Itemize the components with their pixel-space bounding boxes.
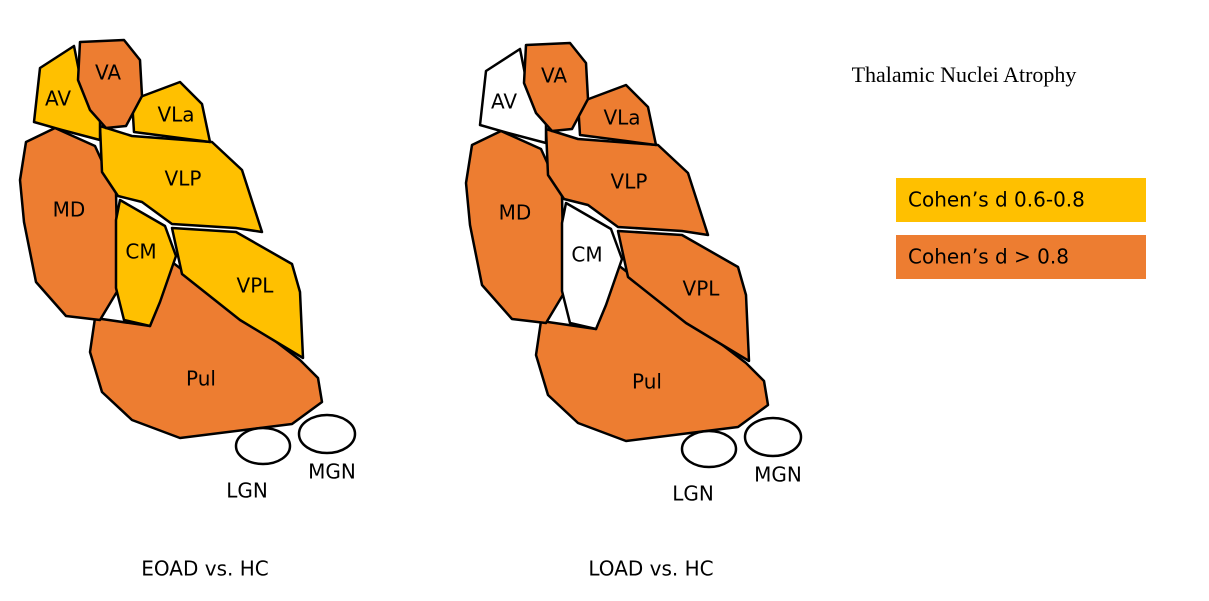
- nucleus-label: Pul: [186, 367, 216, 391]
- nucleus-label: VLa: [157, 103, 194, 127]
- nucleus-label: MD: [499, 201, 532, 225]
- nucleus-shape: [76, 38, 144, 130]
- legend: Cohen’s d 0.6-0.8 Cohen’s d > 0.8: [896, 178, 1146, 279]
- nucleus-label: VA: [541, 64, 567, 88]
- nucleus-label: VLa: [603, 106, 640, 130]
- nucleus-shape: [616, 229, 751, 363]
- nucleus-shape: [98, 124, 264, 234]
- nucleus-shape: [680, 429, 738, 469]
- title: Thalamic Nuclei Atrophy: [852, 62, 1077, 87]
- nucleus-shape: [743, 416, 803, 458]
- panel-caption: EOAD vs. HC: [141, 557, 268, 581]
- nucleus-shape: [234, 426, 292, 466]
- legend-swatch: [896, 178, 1146, 222]
- nucleus-shape: [130, 80, 212, 144]
- nucleus-shape: [18, 126, 120, 322]
- nucleus-shape: [544, 127, 710, 237]
- nucleus-label: VLP: [165, 167, 202, 191]
- nucleus-label: AV: [45, 87, 71, 111]
- nucleus-label: AV: [491, 90, 517, 114]
- nucleus-label: VPL: [237, 274, 275, 298]
- nucleus-label: CM: [571, 243, 602, 267]
- nucleus-label: VLP: [611, 170, 648, 194]
- nucleus-shape: [576, 83, 658, 147]
- panel: Pul MD VPL VLP CM VLa AV VA LGN MGN: [464, 41, 803, 506]
- nucleus-shape: [297, 413, 357, 455]
- nucleus-label: VPL: [683, 277, 721, 301]
- nucleus-shape: [464, 129, 566, 325]
- nucleus-shape: [32, 44, 102, 142]
- panel-caption: LOAD vs. HC: [588, 557, 713, 581]
- nucleus-label: CM: [125, 240, 156, 264]
- nucleus-label: MGN: [308, 460, 356, 484]
- panels: Pul MD VPL VLP CM VLa AV VA LGN MGN EOAD vs. HC Pul…: [18, 38, 803, 581]
- nucleus-label: MGN: [754, 463, 802, 487]
- nucleus-shape: [522, 41, 590, 133]
- nucleus-shape: [170, 226, 305, 360]
- nucleus-label: VA: [95, 61, 121, 85]
- legend-swatch: [896, 235, 1146, 279]
- nucleus-label: MD: [53, 198, 86, 222]
- nucleus-shape: [478, 47, 548, 145]
- nucleus-label: Pul: [632, 370, 662, 394]
- nucleus-shape: [560, 201, 624, 331]
- nucleus-label: LGN: [672, 482, 714, 506]
- nucleus-shape: [114, 198, 178, 328]
- legend-label: Cohen’s d 0.6-0.8: [908, 188, 1085, 212]
- legend-label: Cohen’s d > 0.8: [908, 245, 1069, 269]
- panel: Pul MD VPL VLP CM VLa AV VA LGN MGN: [18, 38, 357, 503]
- nucleus-label: LGN: [226, 479, 268, 503]
